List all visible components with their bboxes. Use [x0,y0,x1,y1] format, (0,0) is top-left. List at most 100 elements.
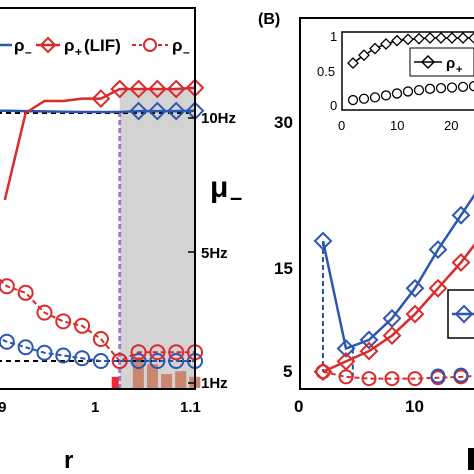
red-circle-marker [168,344,185,361]
blue-circle-marker [430,368,446,384]
inset-y-tick-0: 0 [330,98,337,113]
histogram-bar [132,357,144,388]
blue-circle-marker [17,339,34,356]
cropped-x-label-fragment [468,448,474,470]
inset-x-tick-10: 10 [390,118,404,133]
red-diamond-marker [428,278,448,298]
inset-diamond-marker [358,49,370,62]
inset-legend: ρ + [409,47,474,77]
blue-circle-marker [130,353,147,369]
svg-text:+: + [75,45,82,59]
x-tick-1: 1 [91,399,99,416]
inset-circle-marker [446,82,458,93]
panel-a-legend: ρ – ρ + (LIF) ρ – [0,36,190,59]
legend-blue-diamond [454,304,474,324]
threshold-shaded-region [118,88,195,388]
blue-circle-marker [0,333,15,350]
blue-diamond-marker [147,101,167,121]
x-tick-0-9: .9 [0,399,7,416]
right-axis-label: μ [210,171,228,204]
svg-text:–: – [230,185,242,210]
right-tick-1hz: 1Hz [201,375,228,392]
svg-text:(LIF): (LIF) [84,36,121,55]
series-b-red-diamond [322,243,474,373]
panel-b-label: (B) [258,11,280,28]
series-b-blue-diamond [321,193,474,351]
right-tick-5hz: 5Hz [201,245,228,262]
red-circle-marker [407,371,423,387]
red-diamond-marker [405,304,425,324]
inset-circle-marker [391,88,403,99]
inset-legend-label: ρ [446,55,455,72]
inset-diamond-marker [402,33,414,46]
red-circle-marker [111,353,128,369]
panel-b-series [313,193,474,387]
series-red-diamond-line [3,86,196,201]
inset-diamond-marker [380,38,392,50]
blue-diamond-marker [166,101,186,121]
right-axis-ticks: 10Hz 5Hz 1Hz [188,110,236,392]
inset-circle-marker [413,84,425,96]
inset-diamond-marker [468,32,474,44]
red-circle-marker [17,284,34,301]
blue-circle-marker [92,353,109,369]
inset-x-tick-0: 0 [338,118,345,133]
red-circle-marker [74,317,91,334]
blue-circle-marker [55,347,72,364]
inset-plot: 1 0.5 0 0 10 20 ρ + [317,29,474,133]
blue-diamond-marker [451,205,471,225]
panel-b: (B) 30 15 5 0 10 1 0.5 0 0 10 20 [258,11,474,470]
red-circle-marker [36,304,53,321]
panel-a-x-ticks: .9 1 1.1 [0,399,201,416]
series-blue-circle-line [0,337,195,362]
red-diamond-marker [110,79,130,99]
red-circle-marker [130,344,147,361]
red-circle-marker [0,278,15,295]
legend-diamond-marker [39,36,57,54]
legend-rho-plus-lif-label: ρ [64,36,75,55]
blue-circle-marker [453,367,469,383]
inset-circle-marker [402,86,414,97]
blue-diamond-marker [336,339,356,358]
panel-b-x-ticks: 0 10 [294,397,424,416]
red-diamond-marker [451,253,471,272]
y-tick-5: 5 [283,362,292,381]
inset-circle-marker [380,90,392,101]
inset-circle-marker [435,83,447,94]
inset-diamond-marker [347,57,359,69]
panel-a-series [0,78,205,369]
inset-circle-marker [424,83,436,94]
inset-circle-marker [457,81,469,92]
inset-circle-marker [358,93,370,104]
histogram-bar [175,371,187,388]
shaded-region [119,88,195,388]
red-circle-marker [149,344,166,361]
red-diamond-marker [147,79,167,99]
blue-circle-marker [149,353,166,369]
legend-circle-marker [143,38,157,52]
svg-text:–: – [25,45,32,59]
histogram-bar [161,374,173,388]
inset-diamond-marker [413,32,425,45]
panel-a: ρ – ρ + (LIF) ρ – 10Hz 5Hz 1Hz μ – .9 [0,7,242,474]
inset-diamond-marker [435,32,447,44]
blue-circle-marker [36,344,53,361]
red-circle-marker [338,369,354,385]
red-circle-marker [361,371,377,387]
inset-series [347,32,474,106]
inset-diamond-marker [391,34,403,47]
x-tick-10: 10 [405,397,424,416]
blue-diamond-marker [129,101,148,121]
panel-b-frame [299,17,474,390]
red-circle-marker [384,371,400,387]
svg-text:+: + [456,64,462,76]
inset-y-tick-0-5: 0.5 [317,64,335,79]
inset-circle-marker [369,92,381,103]
panel-b-legend [447,289,474,339]
svg-text:–: – [183,45,190,59]
inset-diamond-marker [369,42,381,55]
red-diamond-marker [129,79,148,99]
inset-x-tick-20: 20 [444,118,458,133]
y-tick-15: 15 [274,259,293,278]
